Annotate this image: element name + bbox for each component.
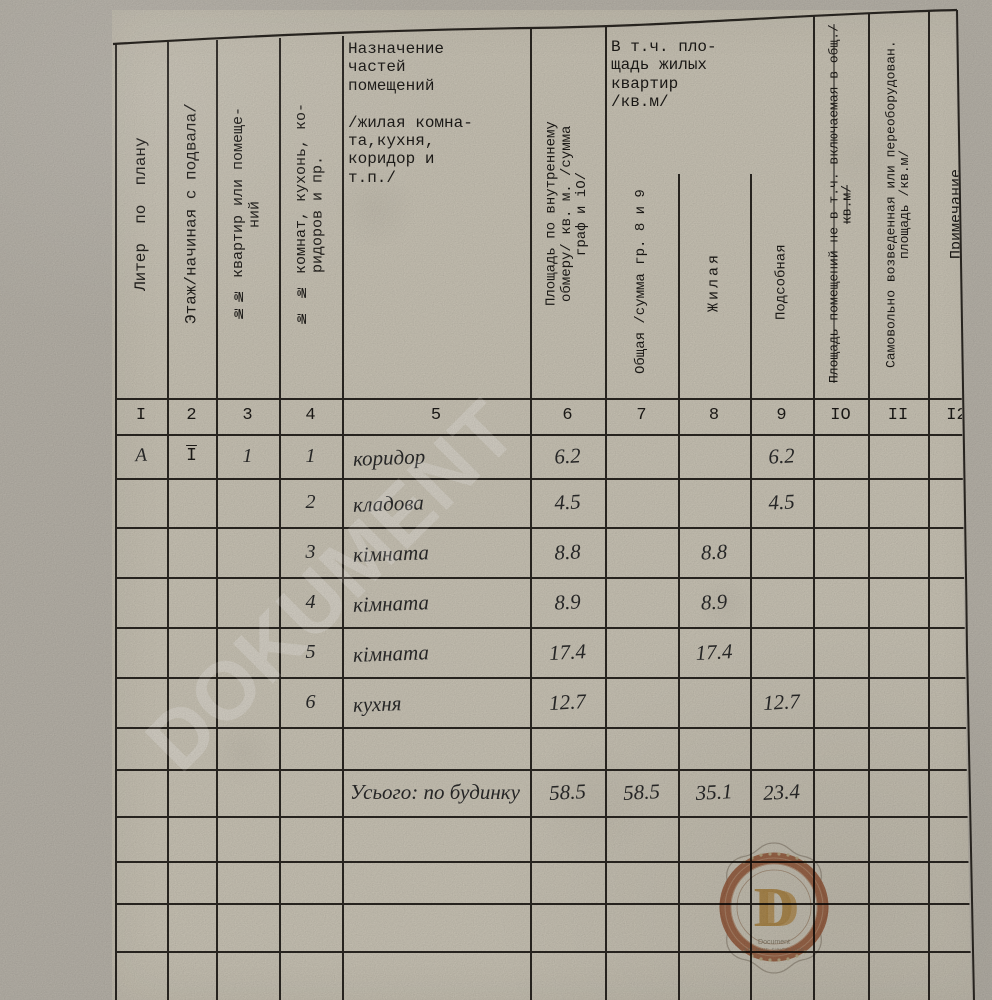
svg-text:Document: Document [758, 939, 790, 946]
svg-text:D: D [754, 877, 794, 939]
svg-text:ARCHIVE SINCE 1990: ARCHIVE SINCE 1990 [744, 948, 804, 954]
